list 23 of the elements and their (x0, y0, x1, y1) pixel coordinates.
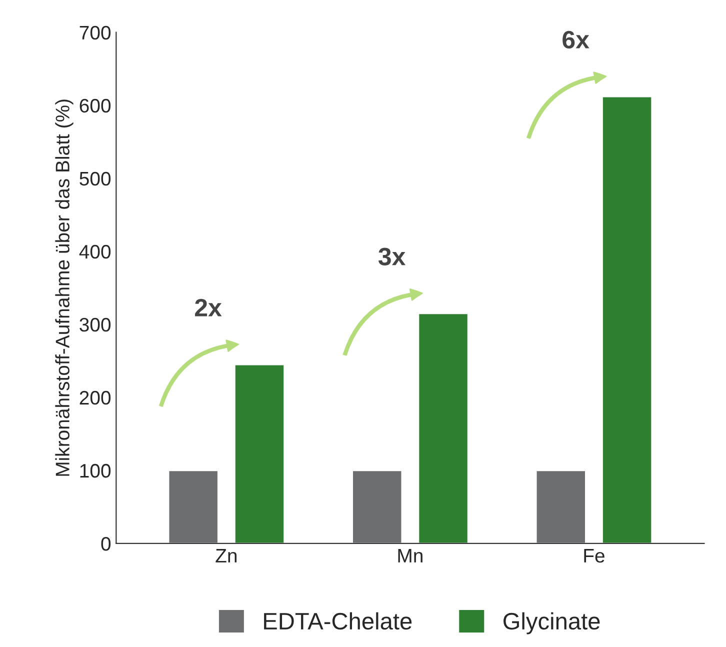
x-tick-label: Fe (584, 549, 604, 563)
annotation: 6x (562, 30, 590, 49)
legend-label: Glycinate (504, 612, 600, 634)
bar (168, 470, 219, 544)
bar (418, 312, 469, 544)
y-tick-label: 0 (101, 536, 111, 551)
y-axis-title: Mikronährstoff-Aufnahme über das Blatt (%) (55, 100, 74, 476)
y-tick-label: 700 (80, 26, 111, 40)
annotation: 3x (378, 248, 406, 266)
x-tick-label: Mn (398, 549, 422, 562)
y-tick-label: 600 (80, 98, 111, 113)
annotation: 2x (195, 298, 222, 316)
y-tick-label: 200 (80, 390, 111, 405)
x-tick-label: Zn (216, 549, 237, 562)
y-tick-label: 100 (80, 464, 111, 478)
bar (352, 470, 403, 544)
bar (234, 364, 286, 544)
y-tick-label: 400 (79, 244, 111, 259)
y-tick-label: 300 (80, 318, 111, 332)
y-tick-label: 500 (80, 172, 111, 186)
bar (602, 96, 653, 544)
legend-label: EDTA-Chelate (264, 612, 412, 630)
bar (535, 470, 586, 544)
